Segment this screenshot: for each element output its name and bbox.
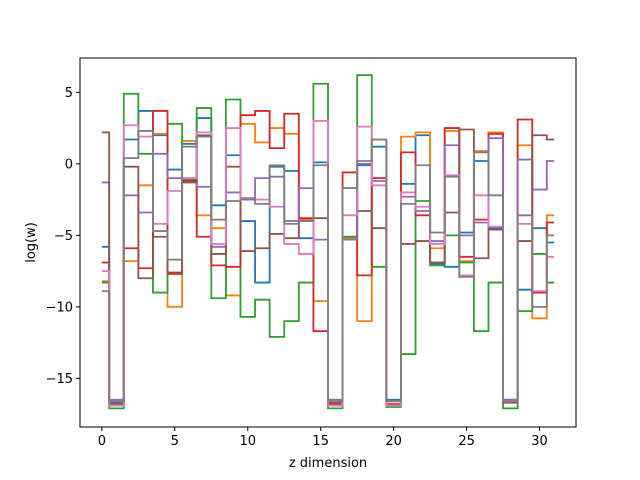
- x-axis-ticks: 0 5 10 15 20 25 30: [98, 427, 548, 449]
- x-tick-label: 30: [531, 434, 548, 449]
- y-tick-label: −5: [54, 229, 73, 244]
- plot-series: [101, 74, 555, 410]
- x-tick-label: 5: [171, 434, 179, 449]
- axes-frame: [79, 57, 577, 428]
- series-line-7: [101, 130, 555, 403]
- x-tick-label: 0: [98, 434, 106, 449]
- x-axis-label: z dimension: [289, 456, 367, 471]
- x-tick-label: 10: [239, 434, 256, 449]
- y-tick-label: −10: [46, 300, 73, 315]
- series-line-6: [101, 120, 555, 407]
- x-tick-label: 25: [458, 434, 475, 449]
- y-tick-label: 5: [65, 86, 73, 101]
- x-tick-label: 20: [385, 434, 402, 449]
- x-tick-label: 15: [312, 434, 329, 449]
- y-axis-label: log(w): [24, 222, 39, 263]
- y-tick-label: 0: [65, 157, 73, 172]
- y-tick-label: −15: [46, 372, 73, 387]
- y-axis-ticks: −15 −10 −5 0 5: [46, 86, 80, 387]
